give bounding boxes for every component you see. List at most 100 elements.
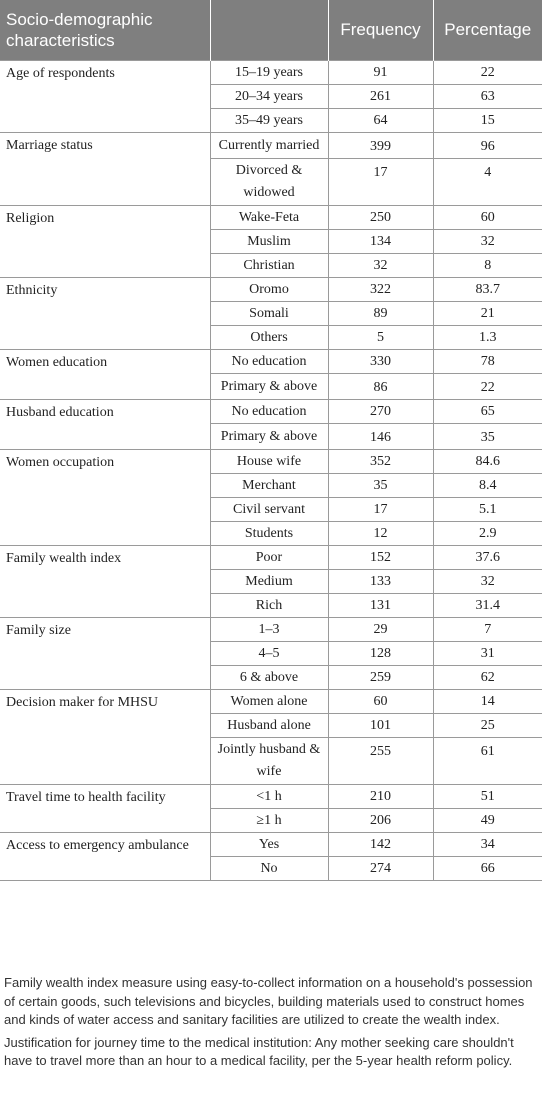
header-characteristics: Socio-demographic characteristics — [0, 0, 211, 61]
subcategory-cell: Yes — [209, 832, 329, 857]
table-row: Others 5 1.3 — [0, 325, 542, 350]
subcategory-cell: Currently married — [209, 132, 329, 159]
category-cell: Marriage status — [0, 132, 211, 206]
subcategory-cell: Jointly husband & wife — [210, 737, 329, 785]
frequency-cell: 29 — [327, 617, 434, 642]
frequency-cell: 134 — [327, 229, 434, 254]
frequency-cell: 89 — [327, 301, 434, 326]
frequency-cell: 259 — [327, 665, 434, 690]
percentage-cell: 84.6 — [432, 449, 542, 474]
subcategory-cell: <1 h — [209, 784, 329, 809]
subcategory-cell: Somali — [210, 301, 329, 326]
subcategory-cell: Primary & above — [210, 373, 329, 400]
percentage-cell: 14 — [432, 689, 542, 714]
percentage-cell: 5.1 — [432, 497, 542, 522]
table-row: Husband education No education 270 65 — [0, 399, 542, 450]
table-row: Women occupation House wife 352 84.6 — [0, 449, 542, 546]
percentage-cell: 22 — [432, 60, 542, 85]
frequency-cell: 128 — [327, 641, 434, 666]
percentage-cell: 96 — [432, 132, 542, 159]
frequency-cell: 133 — [327, 569, 434, 594]
percentage-cell: 8 — [432, 253, 542, 278]
table-row: Somali 89 21 — [0, 301, 542, 326]
percentage-cell: 7 — [432, 617, 542, 642]
frequency-cell: 261 — [327, 84, 434, 109]
frequency-cell: 322 — [327, 277, 434, 302]
frequency-cell: 255 — [327, 737, 434, 785]
percentage-cell: 25 — [432, 713, 542, 738]
percentage-cell: 51 — [432, 784, 542, 809]
table-row: Family size 1–3 29 7 — [0, 617, 542, 690]
category-cell: Family wealth index — [0, 545, 211, 618]
table-header: Socio-demographic characteristics Freque… — [0, 0, 542, 61]
table-row: Primary & above 86 22 — [0, 373, 542, 400]
category-cell: Religion — [0, 205, 211, 278]
frequency-cell: 60 — [327, 689, 434, 714]
frequency-cell: 399 — [327, 132, 434, 159]
frequency-cell: 12 — [327, 521, 434, 546]
percentage-cell: 1.3 — [432, 325, 542, 350]
percentage-cell: 37.6 — [432, 545, 542, 570]
table-row: 20–34 years 261 63 — [0, 84, 542, 109]
subcategory-cell: 6 & above — [210, 665, 329, 690]
subcategory-cell: Wake-Feta — [209, 205, 329, 230]
header-subcategory — [210, 0, 329, 61]
percentage-cell: 62 — [432, 665, 542, 690]
subcategory-cell: Oromo — [209, 277, 329, 302]
percentage-cell: 8.4 — [432, 473, 542, 498]
frequency-cell: 17 — [327, 497, 434, 522]
table-row: Muslim 134 32 — [0, 229, 542, 254]
table-row: Husband alone 101 25 — [0, 713, 542, 738]
table-row: Medium 133 32 — [0, 569, 542, 594]
frequency-cell: 274 — [327, 856, 434, 881]
frequency-cell: 17 — [327, 158, 434, 206]
frequency-cell: 152 — [327, 545, 434, 570]
table-row: Access to emergency ambulance Yes 142 34 — [0, 832, 542, 881]
percentage-cell: 65 — [432, 399, 542, 424]
percentage-cell: 83.7 — [432, 277, 542, 302]
percentage-cell: 22 — [432, 373, 542, 400]
subcategory-cell: Others — [210, 325, 329, 350]
frequency-cell: 206 — [327, 808, 434, 833]
table-row: Rich 131 31.4 — [0, 593, 542, 618]
table-row: Students 12 2.9 — [0, 521, 542, 546]
frequency-cell: 330 — [327, 349, 434, 374]
subcategory-cell: Muslim — [210, 229, 329, 254]
footnote-wealth-index: Family wealth index measure using easy-t… — [4, 975, 533, 1027]
category-cell: Family size — [0, 617, 211, 690]
percentage-cell: 61 — [432, 737, 542, 785]
percentage-cell: 49 — [432, 808, 542, 833]
percentage-cell: 15 — [432, 108, 542, 133]
table-row: Christian 32 8 — [0, 253, 542, 278]
subcategory-cell: Women alone — [209, 689, 329, 714]
subcategory-cell: 15–19 years — [209, 60, 329, 85]
category-cell: Access to emergency ambulance — [0, 832, 211, 881]
subcategory-cell: Christian — [210, 253, 329, 278]
header-percentage: Percentage — [433, 0, 542, 61]
table-row: No 274 66 — [0, 856, 542, 881]
footnote-travel-time: Justification for journey time to the me… — [4, 1034, 514, 1069]
subcategory-cell: Medium — [210, 569, 329, 594]
subcategory-cell: Poor — [209, 545, 329, 570]
subcategory-cell: Merchant — [210, 473, 329, 498]
table-row: Age of respondents 15–19 years 91 22 — [0, 60, 542, 133]
percentage-cell: 60 — [432, 205, 542, 230]
category-cell: Women occupation — [0, 449, 211, 546]
table-row: Divorced & widowed 17 4 — [0, 158, 542, 206]
subcategory-cell: No education — [209, 399, 329, 424]
subcategory-cell: 20–34 years — [210, 84, 329, 109]
subcategory-cell: 4–5 — [210, 641, 329, 666]
header-frequency: Frequency — [328, 0, 434, 61]
percentage-cell: 32 — [432, 229, 542, 254]
percentage-cell: 32 — [432, 569, 542, 594]
frequency-cell: 5 — [327, 325, 434, 350]
frequency-cell: 86 — [327, 373, 434, 400]
category-cell: Travel time to health facility — [0, 784, 211, 833]
table-row: Marriage status Currently married 399 96 — [0, 132, 542, 206]
subcategory-cell: Divorced & widowed — [210, 158, 329, 206]
subcategory-cell: Husband alone — [210, 713, 329, 738]
frequency-cell: 210 — [327, 784, 434, 809]
percentage-cell: 31 — [432, 641, 542, 666]
percentage-cell: 31.4 — [432, 593, 542, 618]
table-footnotes: Family wealth index measure using easy-t… — [0, 970, 542, 1071]
